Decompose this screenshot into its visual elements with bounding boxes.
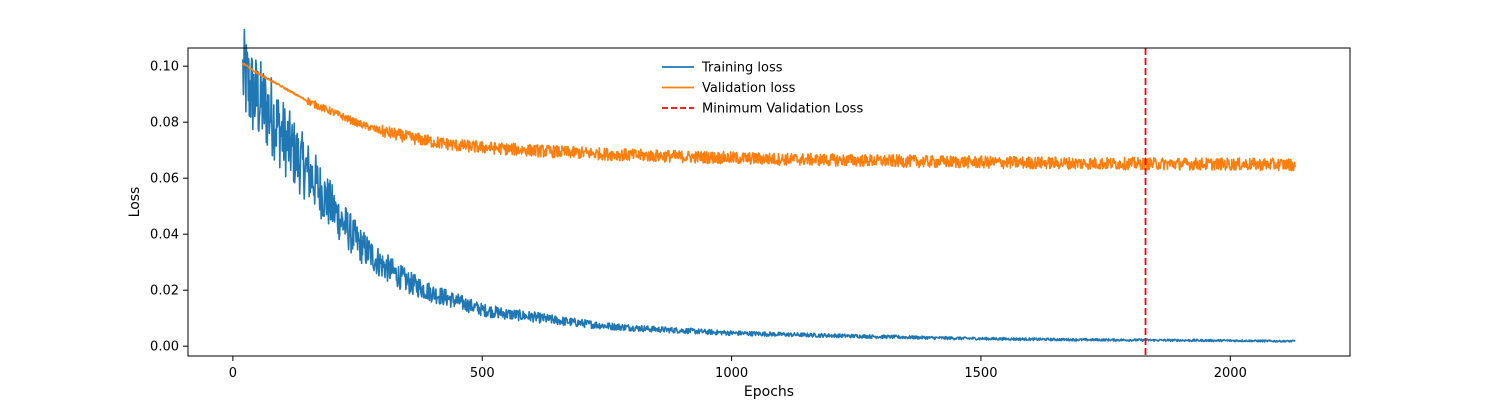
x-tick-label: 2000 (1214, 366, 1247, 381)
legend: Training loss Validation loss Minimum Vali… (662, 61, 863, 117)
training-loss-line (242, 28, 1296, 343)
y-tick-label: 0.04 (150, 228, 179, 243)
legend-label: Minimum Validation Loss (702, 102, 863, 117)
plot-frame (187, 47, 1351, 357)
y-tick-label: 0.00 (150, 340, 179, 355)
x-tick-label: 0 (229, 366, 237, 381)
x-axis-title: Epochs (744, 384, 794, 400)
legend-label: Training loss (701, 61, 783, 76)
x-tick-label: 1000 (715, 366, 748, 381)
validation-loss-line (242, 62, 1296, 172)
x-axis: 0 500 1000 1500 2000 (229, 356, 1247, 381)
y-tick-label: 0.06 (150, 172, 179, 187)
y-axis-title: Loss (127, 187, 143, 218)
x-tick-label: 500 (470, 366, 495, 381)
plot-layer (242, 28, 1296, 343)
y-tick-label: 0.02 (150, 284, 179, 299)
y-tick-label: 0.08 (150, 116, 179, 131)
legend-label: Validation loss (702, 81, 796, 96)
y-tick-label: 0.10 (150, 60, 179, 75)
x-tick-label: 1500 (964, 366, 997, 381)
y-axis: 0.00 0.02 0.04 0.06 0.08 0.10 (150, 60, 188, 355)
